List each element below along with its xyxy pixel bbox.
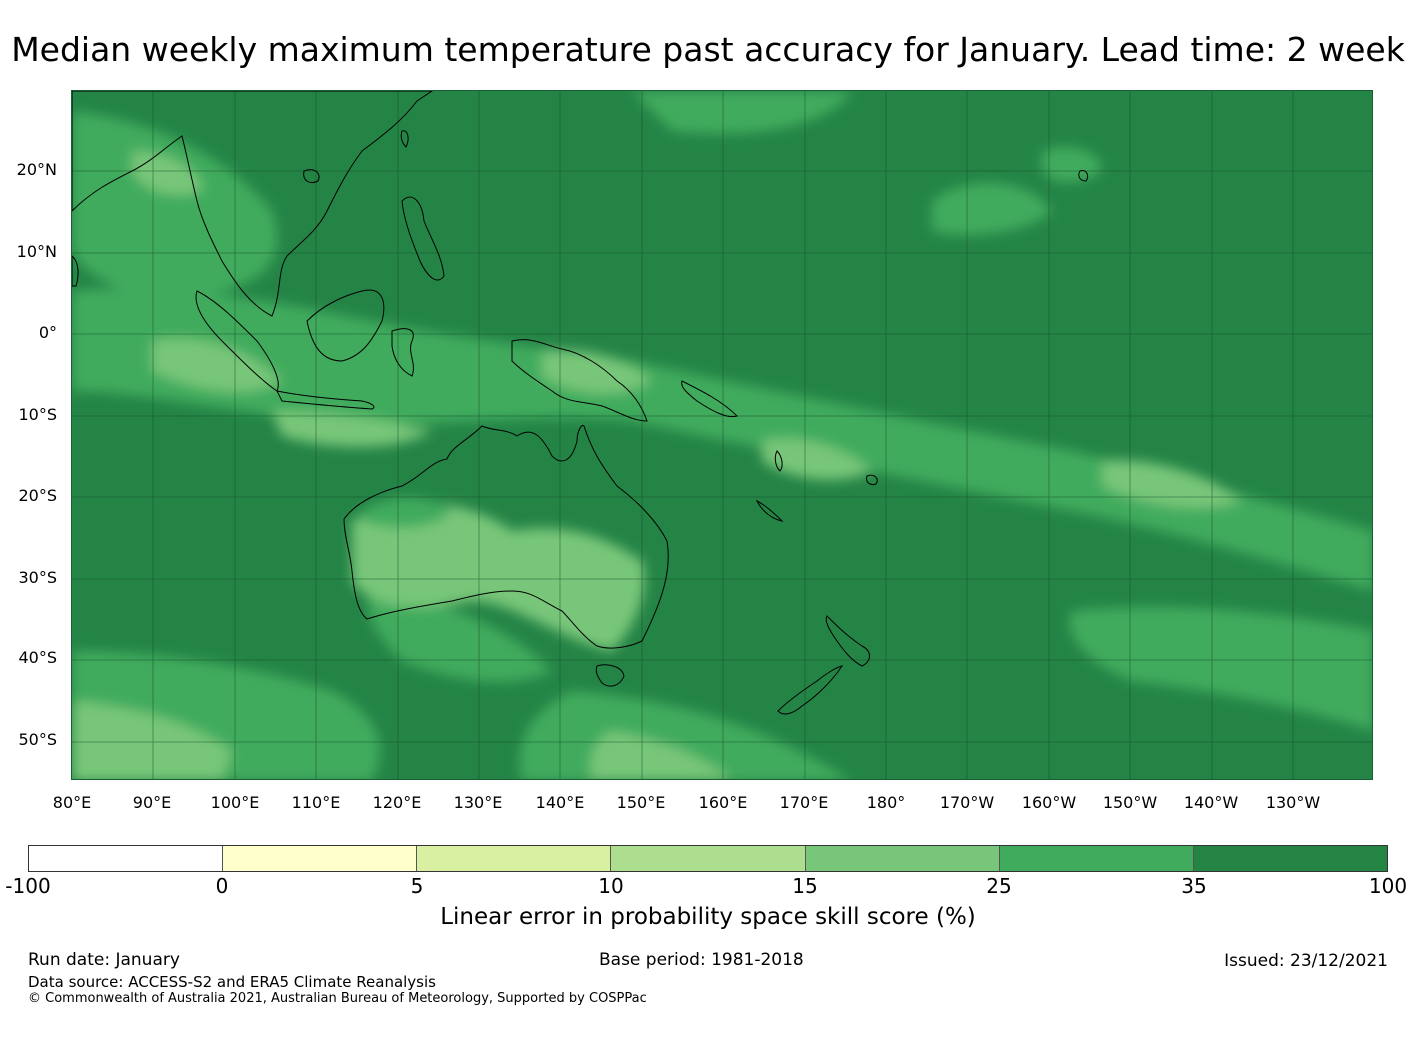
graticule <box>72 91 1372 779</box>
lat-label: 50°S <box>18 730 57 749</box>
lat-label: 0° <box>38 323 57 342</box>
hawaii-coast <box>1078 170 1089 182</box>
lon-label: 160°E <box>698 793 748 812</box>
lon-label: 150°W <box>1102 793 1158 812</box>
sulawesi-coast <box>391 328 414 377</box>
lon-label: 130°W <box>1265 793 1321 812</box>
lon-label: 140°W <box>1183 793 1239 812</box>
hainan-coast <box>303 169 320 184</box>
colorbar-segment <box>223 846 418 871</box>
lon-label: 110°E <box>291 793 341 812</box>
colorbar-tick: 25 <box>986 874 1012 898</box>
copyright: © Commonwealth of Australia 2021, Austra… <box>28 991 647 1006</box>
map-panel <box>71 90 1373 780</box>
chart-title: Median weekly maximum temperature past a… <box>11 30 1405 69</box>
data-source: Data source: ACCESS-S2 and ERA5 Climate … <box>28 973 436 991</box>
lon-label: 170°W <box>939 793 995 812</box>
new-caledonia-coast <box>755 499 784 522</box>
colorbar-segment <box>999 846 1194 871</box>
asia-coast <box>72 91 433 317</box>
colorbar-segment <box>1193 846 1387 871</box>
lon-label: 130°E <box>453 793 503 812</box>
fiji-coast <box>866 474 878 485</box>
skill-field <box>72 91 1372 779</box>
lon-label: 140°E <box>535 793 585 812</box>
java-coast <box>276 390 375 410</box>
new-zealand-north-coast <box>825 615 870 667</box>
lon-label: 120°E <box>372 793 422 812</box>
colorbar-segment <box>611 846 806 871</box>
lon-label: 90°E <box>132 793 172 812</box>
lon-label: 80°E <box>52 793 92 812</box>
colorbar-tick: 0 <box>215 874 229 898</box>
lon-label: 180° <box>866 793 906 812</box>
lat-label: 10°S <box>18 405 57 424</box>
lat-label: 30°S <box>18 568 57 587</box>
new-zealand-south-coast <box>777 665 844 715</box>
vanuatu-coast <box>774 450 783 472</box>
colorbar-segment <box>417 846 612 871</box>
lat-label: 20°S <box>18 486 57 505</box>
sri-lanka-coast <box>72 255 79 287</box>
lat-label: 40°S <box>18 648 57 667</box>
run-date: Run date: January <box>28 950 180 970</box>
tasmania-coast <box>595 664 625 687</box>
lon-label: 150°E <box>616 793 666 812</box>
coastlines <box>72 91 1089 715</box>
lon-label: 170°E <box>779 793 829 812</box>
borneo-coast <box>306 289 385 362</box>
lat-label: 10°N <box>16 242 57 261</box>
colorbar <box>28 845 1388 872</box>
colorbar-tick: 10 <box>598 874 624 898</box>
colorbar-tick: 5 <box>410 874 424 898</box>
colorbar-segment <box>805 846 1000 871</box>
lon-label: 160°W <box>1021 793 1077 812</box>
australia-coast <box>343 424 669 649</box>
map-graphic <box>72 91 1372 779</box>
philippines-coast <box>401 196 445 281</box>
solomon-coast <box>681 380 738 418</box>
new-guinea-coast <box>511 339 648 422</box>
lon-label: 100°E <box>210 793 260 812</box>
colorbar-tick: 15 <box>792 874 818 898</box>
issued-date: Issued: 23/12/2021 <box>1224 951 1388 971</box>
colorbar-label: Linear error in probability space skill … <box>440 904 976 930</box>
taiwan-coast <box>400 130 409 148</box>
lat-label: 20°N <box>16 160 57 179</box>
colorbar-tick: 35 <box>1181 874 1207 898</box>
colorbar-segment <box>29 846 224 871</box>
base-period: Base period: 1981-2018 <box>599 950 804 970</box>
colorbar-tick: 100 <box>1368 874 1408 898</box>
colorbar-tick: -100 <box>5 874 51 898</box>
